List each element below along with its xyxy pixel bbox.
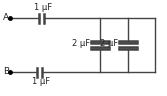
Text: A: A xyxy=(3,14,9,22)
Text: 2 μF: 2 μF xyxy=(72,38,90,48)
Text: B: B xyxy=(3,67,9,77)
Text: 2 μF: 2 μF xyxy=(100,38,118,48)
Text: 1 μF: 1 μF xyxy=(32,77,50,86)
Text: 1 μF: 1 μF xyxy=(34,3,52,12)
